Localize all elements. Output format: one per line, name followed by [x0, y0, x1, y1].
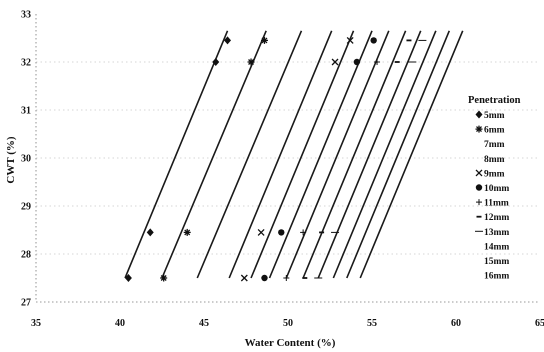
grid	[36, 61, 540, 255]
data-point-5mm	[146, 228, 154, 237]
y-tick-label: 28	[21, 250, 31, 261]
data-point-6mm	[260, 36, 268, 44]
legend-marker-10mm	[475, 184, 483, 191]
tick-labels: 27 28 29 30 31 32 33 35 40 45 50 55 60 65	[21, 10, 544, 330]
y-tick-label: 27	[21, 298, 31, 309]
data-point-10mm	[278, 229, 285, 236]
x-tick-label: 50	[283, 318, 293, 329]
legend-entries: 5mm 6mm 7mm 8mm 9mm 10mm 11mm 12mm 13mm 14mm 15mm 1…	[475, 110, 509, 282]
fit-lines	[124, 30, 464, 279]
data-point-10mm	[261, 274, 268, 282]
fit-line-8mm	[228, 30, 333, 279]
x-axis-label: Water Content (%)	[245, 337, 336, 349]
data-point-9mm	[346, 36, 354, 44]
legend-label-12mm: 12mm	[484, 213, 509, 223]
y-tick-label: 32	[21, 58, 31, 69]
fit-line-7mm	[196, 30, 303, 279]
data-point-5mm	[224, 36, 232, 45]
data-point-11mm	[283, 275, 290, 281]
legend-label-10mm: 10mm	[484, 184, 509, 194]
data-point-6mm	[183, 228, 191, 236]
y-tick-label: 33	[21, 10, 31, 21]
legend-marker-5mm	[475, 110, 483, 119]
legend-label-16mm: 16mm	[484, 272, 509, 282]
legend-label-11mm: 11mm	[484, 199, 509, 209]
data-point-11mm	[374, 59, 381, 65]
y-tick-label: 29	[21, 202, 31, 213]
x-tick-label: 45	[199, 318, 209, 329]
fit-line-9mm	[250, 30, 355, 279]
data-point-6mm	[247, 58, 255, 66]
legend-label-7mm: 7mm	[484, 140, 505, 150]
legend: Penetration 5mm 6mm 7mm 8mm 9mm 10mm 11mm 12mm 1…	[468, 95, 521, 282]
data-point-5mm	[124, 274, 132, 282]
legend-label-6mm: 6mm	[484, 126, 505, 136]
data-point-9mm	[257, 228, 265, 236]
legend-label-14mm: 14mm	[484, 242, 509, 252]
y-axis-label: CWT (%)	[5, 136, 17, 183]
data-point-5mm	[212, 58, 220, 66]
data-point-9mm	[331, 58, 339, 66]
x-tick-label: 40	[115, 318, 125, 329]
legend-title: Penetration	[468, 95, 521, 106]
fit-line-13mm	[317, 30, 422, 279]
fit-line-11mm	[285, 30, 390, 279]
fit-line-6mm	[161, 30, 267, 279]
legend-marker-11mm	[476, 199, 482, 206]
x-tick-label: 65	[535, 318, 544, 329]
legend-marker-9mm	[475, 169, 483, 177]
y-tick-label: 30	[21, 154, 31, 165]
legend-label-9mm: 9mm	[484, 169, 505, 179]
x-tick-label: 35	[31, 318, 41, 329]
fit-line-16mm	[359, 30, 464, 279]
x-tick-label: 55	[367, 318, 377, 329]
legend-label-5mm: 5mm	[484, 111, 505, 121]
legend-marker-6mm	[475, 125, 483, 133]
legend-label-15mm: 15mm	[484, 257, 509, 267]
fit-line-15mm	[346, 30, 451, 279]
fit-line-5mm	[124, 30, 229, 279]
fit-line-10mm	[268, 30, 373, 279]
data-points	[124, 36, 427, 282]
legend-label-8mm: 8mm	[484, 155, 505, 165]
x-tick-label: 60	[451, 318, 461, 329]
axes	[35, 14, 540, 303]
fit-line-14mm	[332, 30, 437, 279]
data-point-6mm	[160, 274, 168, 282]
fit-line-12mm	[302, 30, 407, 279]
data-point-10mm	[370, 37, 377, 44]
legend-label-13mm: 13mm	[484, 228, 509, 238]
data-point-11mm	[300, 229, 307, 236]
data-point-10mm	[353, 58, 361, 66]
y-tick-label: 31	[21, 106, 31, 117]
data-point-9mm	[240, 274, 248, 282]
